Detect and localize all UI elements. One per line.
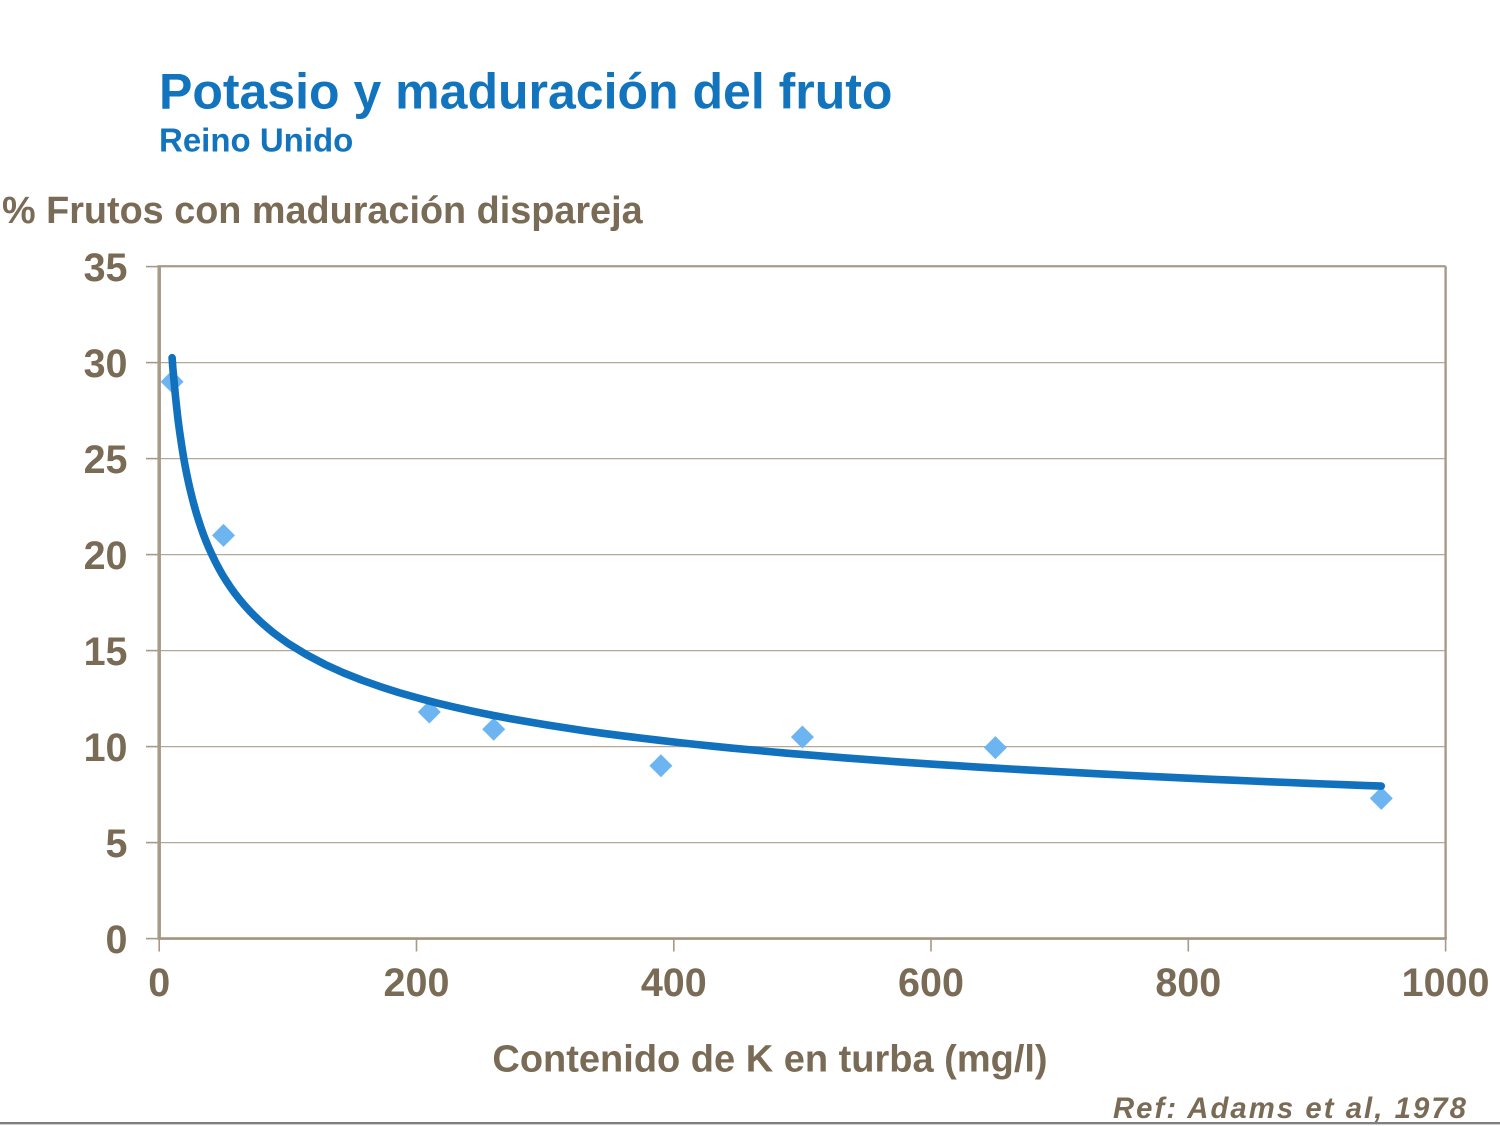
svg-text:Potasio y maduración del fruto: Potasio y maduración del fruto bbox=[159, 64, 892, 120]
svg-text:% Frutos con maduración dispar: % Frutos con maduración dispareja bbox=[2, 190, 644, 232]
svg-text:20: 20 bbox=[84, 534, 128, 578]
svg-text:5: 5 bbox=[106, 822, 128, 866]
svg-text:35: 35 bbox=[84, 246, 128, 290]
svg-text:25: 25 bbox=[84, 438, 128, 482]
svg-text:30: 30 bbox=[84, 342, 128, 386]
svg-text:1000: 1000 bbox=[1402, 961, 1490, 1005]
svg-text:0: 0 bbox=[106, 918, 128, 962]
svg-text:15: 15 bbox=[84, 630, 128, 674]
svg-text:400: 400 bbox=[641, 961, 707, 1005]
svg-text:600: 600 bbox=[898, 961, 964, 1005]
svg-text:Reino Unido: Reino Unido bbox=[159, 121, 353, 158]
svg-text:800: 800 bbox=[1155, 961, 1221, 1005]
svg-text:10: 10 bbox=[84, 726, 128, 770]
svg-text:0: 0 bbox=[148, 961, 170, 1005]
svg-text:200: 200 bbox=[384, 961, 450, 1005]
svg-text:Ref: Adams et al, 1978: Ref: Adams et al, 1978 bbox=[1113, 1092, 1468, 1125]
svg-text:Contenido de K en turba (mg/l): Contenido de K en turba (mg/l) bbox=[492, 1039, 1047, 1081]
